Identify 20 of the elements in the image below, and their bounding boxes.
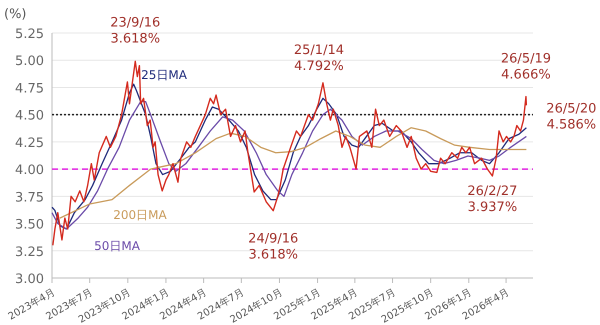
series-label: 25日MA bbox=[141, 68, 188, 82]
y-tick-label: 3.75 bbox=[15, 190, 44, 206]
y-tick-label: 3.00 bbox=[15, 272, 44, 287]
annotation: 26/2/27 3.937% bbox=[467, 184, 518, 215]
y-tick-label: 4.25 bbox=[15, 136, 44, 151]
annotation: 26/5/19 4.666% bbox=[500, 52, 552, 83]
y-tick-label: 3.50 bbox=[15, 218, 44, 233]
text: 50日MA bbox=[94, 239, 141, 253]
y-tick-label: 4.75 bbox=[15, 81, 44, 96]
y-tick-label: 4.50 bbox=[15, 108, 44, 124]
series-label: 200日MA bbox=[113, 208, 168, 222]
y-tick-label: 3.25 bbox=[15, 244, 44, 260]
annotation: 26/5/20 4.586% bbox=[546, 101, 596, 132]
y-tick-label: 4.00 bbox=[15, 163, 44, 178]
y-axis-title: (%) bbox=[4, 7, 26, 22]
annotation: 24/9/16 3.618% bbox=[248, 232, 298, 263]
y-tick-label: 5.00 bbox=[15, 54, 44, 70]
annotation: 23/9/16 3.618% bbox=[110, 15, 160, 46]
y-tick-label: 5.25 bbox=[15, 27, 44, 42]
annotation: 25/1/14 4.792% bbox=[294, 42, 344, 74]
